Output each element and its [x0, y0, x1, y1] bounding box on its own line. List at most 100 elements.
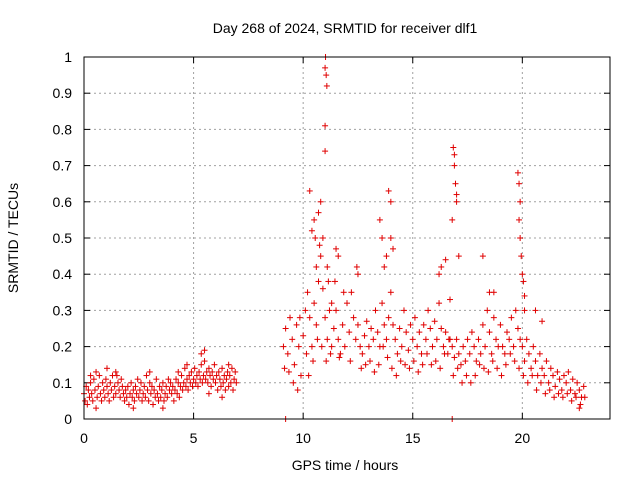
- data-point: [390, 321, 397, 328]
- data-point: [179, 387, 186, 394]
- data-point: [130, 405, 137, 412]
- data-point: [455, 253, 462, 260]
- data-point: [322, 64, 329, 71]
- data-point: [198, 361, 205, 368]
- data-point: [507, 350, 514, 357]
- data-point: [440, 343, 447, 350]
- data-point: [536, 350, 543, 357]
- data-point: [473, 358, 480, 365]
- data-point: [340, 289, 347, 296]
- data-point: [341, 343, 348, 350]
- data-point: [354, 321, 361, 328]
- data-point: [112, 368, 119, 375]
- data-point: [452, 180, 459, 187]
- data-point: [127, 390, 134, 397]
- data-point: [379, 235, 386, 241]
- data-point: [348, 289, 355, 296]
- data-point: [362, 361, 369, 368]
- data-point: [157, 394, 164, 401]
- data-point: [166, 387, 173, 394]
- data-point: [202, 376, 209, 383]
- data-point: [131, 397, 138, 404]
- data-point: [111, 383, 118, 390]
- data-point: [558, 387, 565, 394]
- data-point: [514, 325, 521, 332]
- data-point: [521, 292, 528, 299]
- data-point: [324, 263, 331, 270]
- data-point: [116, 387, 123, 394]
- data-point: [93, 405, 100, 412]
- data-point: [407, 321, 414, 328]
- data-point: [542, 390, 549, 397]
- data-point: [162, 390, 169, 397]
- data-point: [455, 350, 462, 357]
- data-point: [323, 358, 330, 365]
- data-point: [135, 394, 142, 401]
- y-tick-label: 0.8: [53, 121, 73, 137]
- data-point: [447, 296, 454, 303]
- y-tick-label: 0.5: [53, 230, 73, 246]
- data-point: [155, 397, 162, 404]
- data-point: [282, 325, 289, 332]
- data-point: [153, 376, 160, 383]
- data-point: [180, 379, 187, 386]
- data-point: [464, 336, 471, 343]
- data-point: [323, 82, 330, 89]
- data-point: [232, 368, 239, 375]
- data-point: [88, 390, 95, 397]
- data-point: [290, 379, 297, 386]
- data-point: [221, 372, 228, 379]
- data-point: [409, 336, 416, 343]
- data-point: [437, 365, 444, 372]
- data-point: [152, 394, 159, 401]
- data-point: [372, 307, 379, 314]
- data-point: [346, 329, 353, 336]
- data-point: [84, 401, 91, 408]
- data-point: [185, 387, 192, 394]
- data-point: [387, 235, 394, 241]
- data-point: [459, 379, 466, 386]
- x-tick-label: 10: [295, 430, 311, 446]
- data-point: [323, 72, 330, 79]
- data-point: [428, 361, 435, 368]
- data-point: [281, 365, 288, 372]
- data-point: [453, 191, 460, 198]
- data-point: [423, 350, 430, 357]
- data-point: [375, 361, 382, 368]
- data-point: [537, 379, 544, 386]
- data-point: [330, 325, 337, 332]
- data-point: [490, 314, 497, 321]
- data-point: [176, 394, 183, 401]
- data-point: [488, 350, 495, 357]
- data-point: [559, 394, 566, 401]
- data-point: [191, 365, 198, 372]
- data-point: [328, 343, 335, 350]
- data-point: [318, 343, 325, 350]
- data-point: [539, 318, 546, 325]
- data-point: [576, 405, 583, 412]
- data-point: [322, 148, 329, 155]
- data-point: [523, 336, 530, 343]
- data-point: [390, 245, 397, 252]
- data-point: [392, 336, 399, 343]
- data-point: [182, 383, 189, 390]
- data-point: [315, 209, 322, 216]
- data-point: [451, 354, 458, 361]
- data-point: [400, 307, 407, 314]
- data-point: [335, 336, 342, 343]
- data-point: [365, 343, 372, 350]
- data-point: [159, 379, 166, 386]
- data-point: [300, 332, 307, 339]
- y-tick-label: 0.2: [53, 339, 73, 355]
- data-point: [94, 394, 101, 401]
- data-point: [230, 387, 237, 394]
- data-point: [376, 216, 383, 223]
- data-point: [143, 372, 150, 379]
- data-point: [289, 336, 296, 343]
- data-point: [163, 383, 170, 390]
- data-point: [322, 314, 329, 321]
- data-point: [201, 347, 208, 354]
- data-point: [418, 350, 425, 357]
- data-point: [306, 314, 313, 321]
- data-point: [479, 321, 486, 328]
